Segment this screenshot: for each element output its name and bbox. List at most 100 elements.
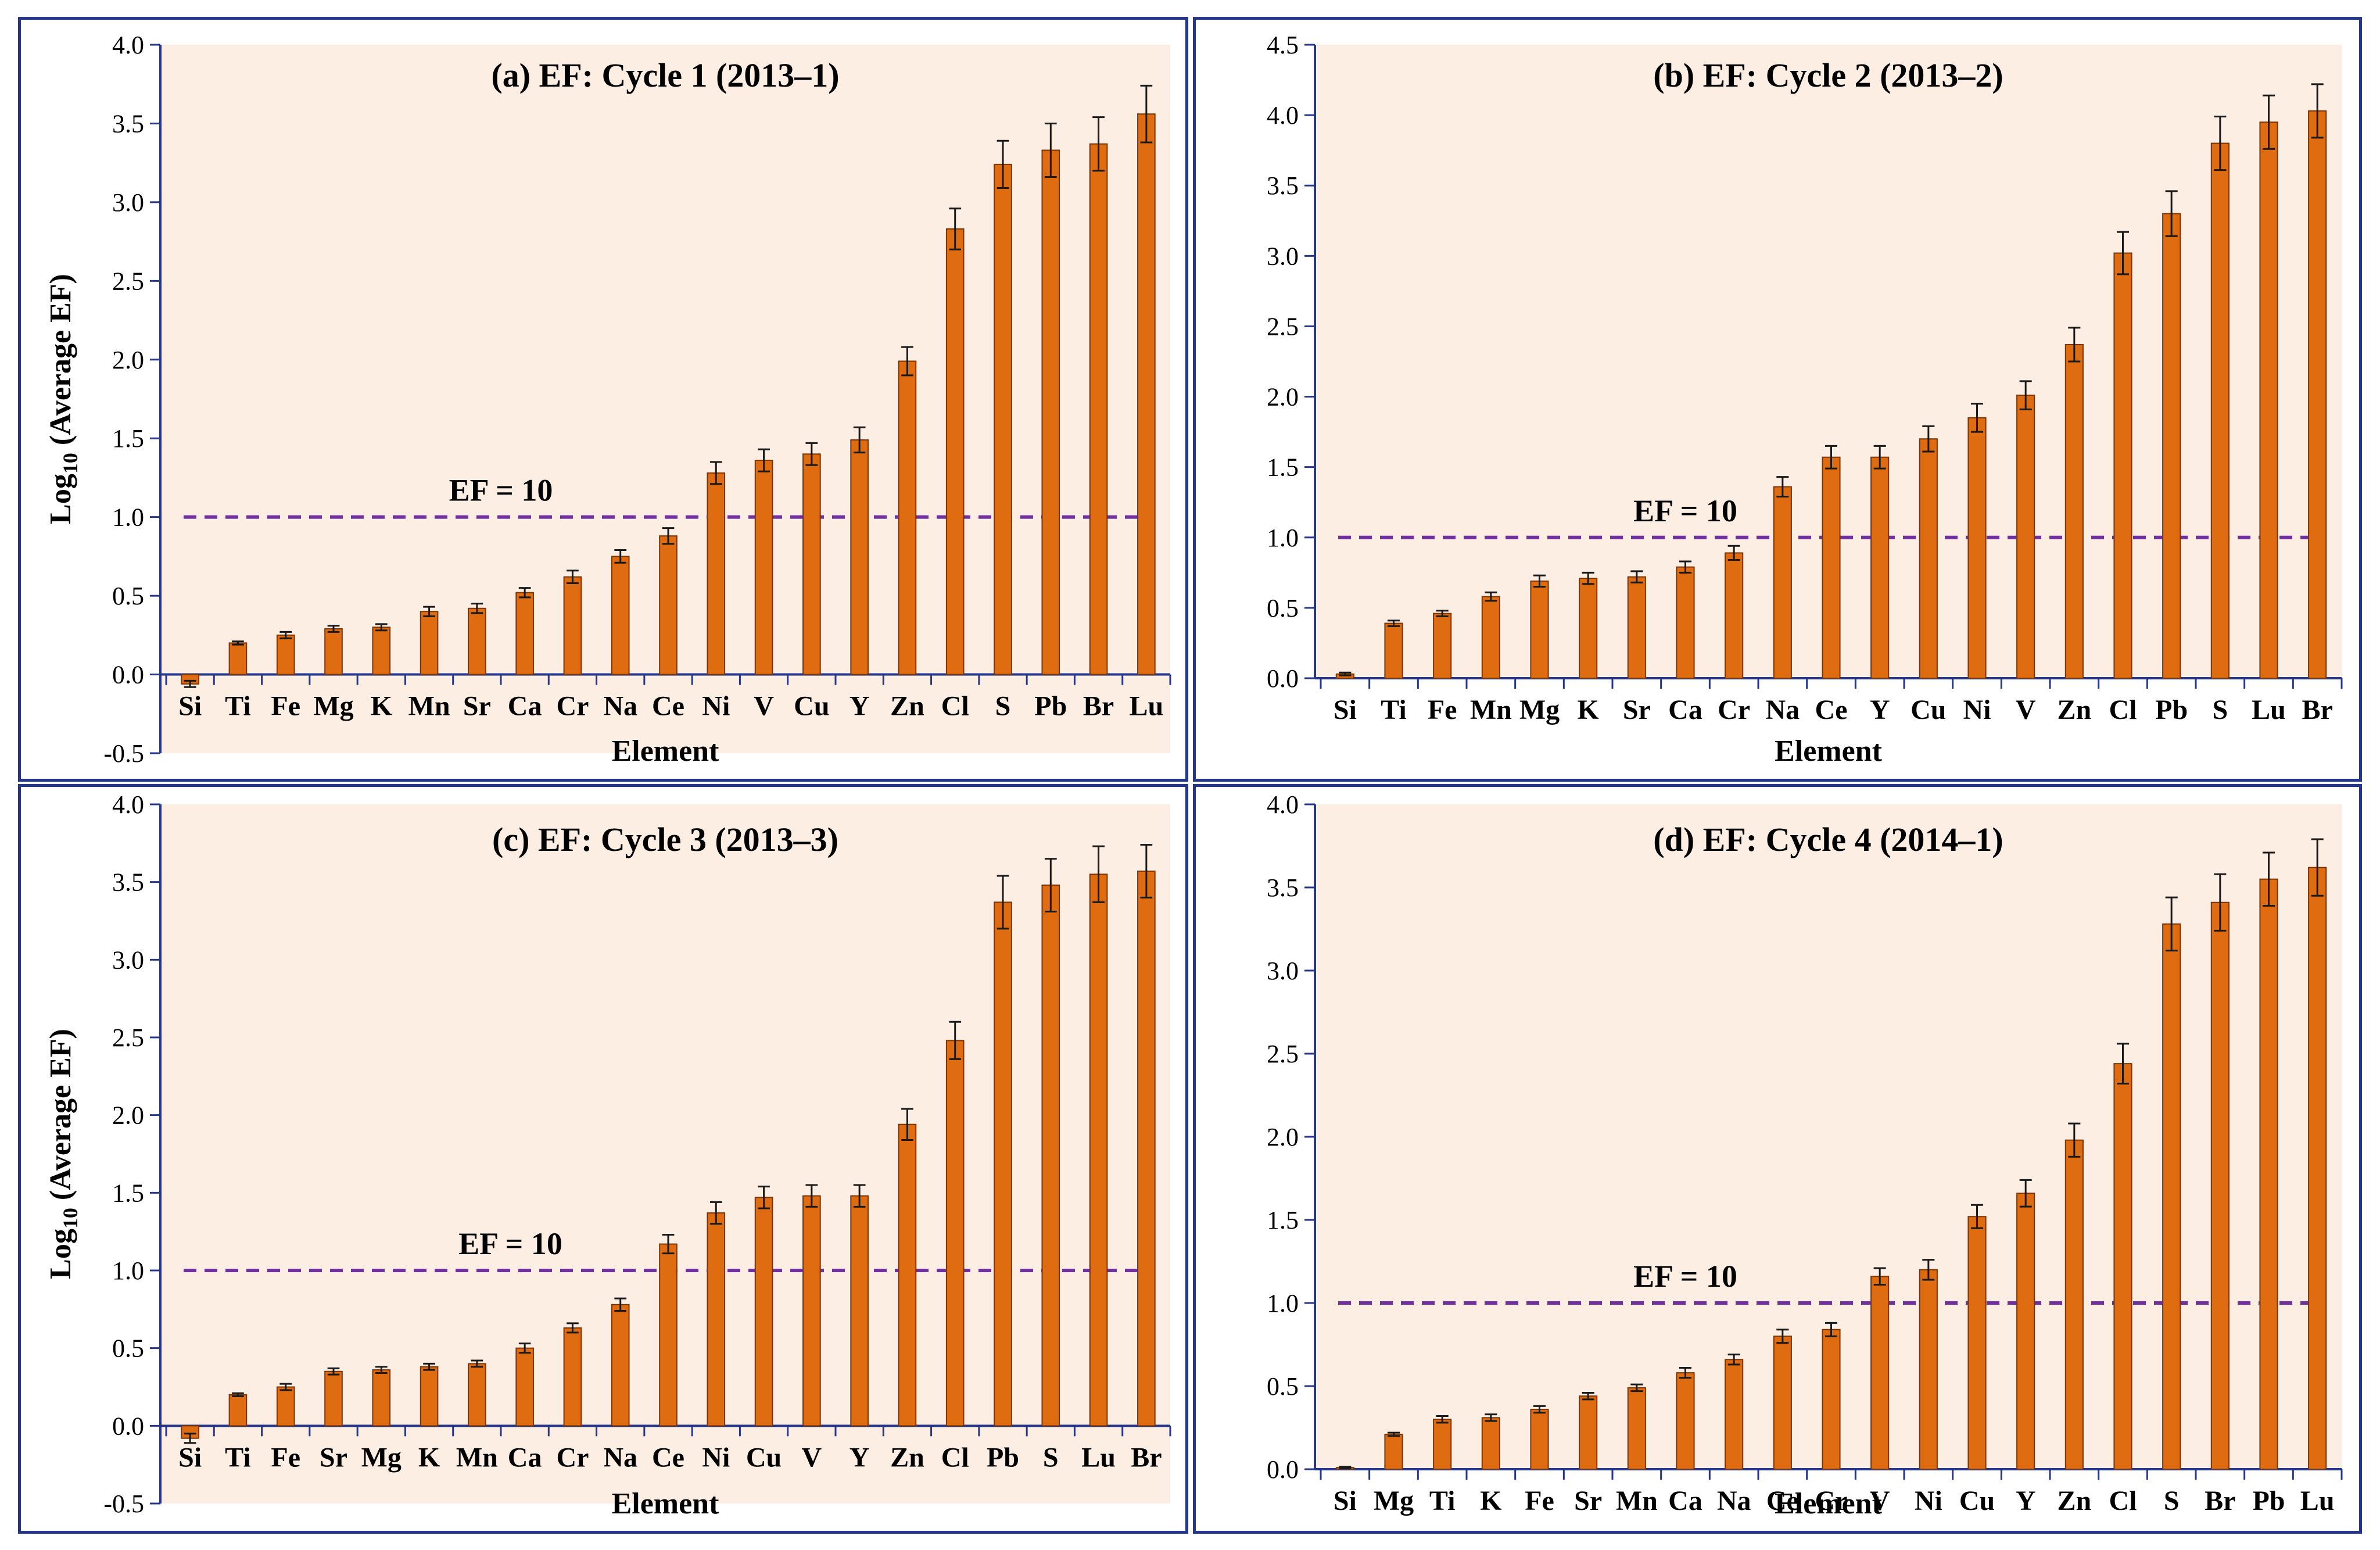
x-tick-label: Mn [1616, 1485, 1658, 1516]
bar-Y [850, 439, 869, 675]
bar-Mg [372, 1369, 391, 1427]
x-tick-label: Zn [2057, 695, 2091, 725]
x-tick-label: Br [2302, 695, 2333, 725]
error-bar-K [1582, 571, 1594, 585]
x-tick-label: Ti [225, 1442, 250, 1473]
error-bar-Zn [2068, 1122, 2081, 1158]
bar-Zn [2064, 343, 2084, 679]
x-tick-label: Lu [1081, 1442, 1116, 1473]
error-bar-Mn [471, 1359, 483, 1368]
bar-Mn [1627, 1387, 1646, 1470]
bar-Na [1725, 1359, 1744, 1470]
bar-S [1041, 885, 1060, 1427]
bar-Cl [2113, 1063, 2132, 1470]
error-bar-Ni [709, 1201, 722, 1225]
error-bar-Cu [1970, 1204, 1984, 1229]
error-bar-K [375, 623, 388, 632]
error-bar-Cr [567, 570, 579, 584]
x-tick-label: Pb [2252, 1485, 2285, 1516]
y-tick-label: 4.0 [112, 31, 144, 59]
error-bar-Lu [1140, 84, 1153, 144]
y-tick-label: 4.0 [1267, 790, 1299, 819]
x-tick-label: Cu [794, 691, 829, 722]
bar-Br [1137, 870, 1156, 1427]
x-tick-label: Si [178, 691, 202, 722]
error-bar-V [758, 448, 770, 472]
bar-Cr [1725, 552, 1744, 679]
y-tick-label: 1.5 [1267, 453, 1299, 482]
x-tick-label: Ca [1668, 695, 1702, 725]
bar-Sr [1627, 576, 1646, 679]
x-tick-label: Na [603, 691, 637, 722]
error-bar-S [1044, 858, 1057, 912]
bar-Na [1773, 486, 1792, 679]
error-bar-Ni [709, 461, 722, 485]
x-tick-label: Sr [320, 1442, 347, 1473]
error-bar-Cu [758, 1186, 770, 1209]
y-tick-label: 3.0 [1267, 242, 1299, 270]
x-tick-label: Lu [2252, 695, 2286, 725]
x-tick-label: Y [850, 691, 870, 722]
bar-Mn [420, 611, 439, 675]
x-tick-label: Si [1334, 695, 1357, 725]
bar-K [1481, 1417, 1500, 1470]
bar-Br [1089, 143, 1108, 675]
x-tick-label: Na [1765, 695, 1800, 725]
x-tick-label: Fe [1525, 1485, 1554, 1516]
x-tick-label: Mn [408, 691, 450, 722]
x-tick-label: Zn [890, 1442, 924, 1473]
bar-Fe [1530, 1409, 1549, 1470]
x-tick-label: K [371, 691, 392, 722]
bar-Mn [468, 1363, 486, 1427]
x-tick-label: Ni [1963, 695, 1991, 725]
x-tick-label: K [1480, 1485, 1501, 1516]
error-bar-Ce [1776, 1329, 1789, 1344]
error-bar-Zn [901, 346, 913, 377]
error-bar-V [805, 1184, 818, 1208]
y-tick-label: 2.0 [1267, 383, 1299, 411]
bar-Zn [2064, 1139, 2084, 1470]
bar-Cl [945, 1040, 965, 1427]
x-tick-label: Cr [556, 1442, 589, 1473]
y-axis-title: Log10 (Average EF) [44, 274, 82, 524]
chart-title: (b) EF: Cycle 2 (2013–2) [1653, 56, 2003, 94]
bar-Sr [1579, 1395, 1598, 1470]
x-tick-label: Ce [652, 1442, 684, 1473]
y-tick-label: 1.0 [112, 1257, 144, 1285]
error-bar-Mg [375, 1366, 388, 1374]
y-tick-label: 1.0 [1267, 1289, 1299, 1318]
error-bar-Pb [997, 875, 1009, 930]
y-tick-label: 3.5 [1267, 171, 1299, 200]
chart-b: 0.0 0.5 1.0 1.5 2.0 2.5 3.0 3.5 4.0 4.5 Si Ti Fe Mn Mg… [1267, 31, 2343, 768]
y-tick-label: 3.0 [112, 188, 144, 217]
x-tick-label: Ti [1429, 1485, 1455, 1516]
error-bar-Ti [1387, 620, 1400, 627]
x-tick-label: Mg [1374, 1485, 1414, 1516]
error-bar-S [2165, 896, 2178, 952]
error-bar-Ni [1922, 1259, 1935, 1281]
error-bar-Cr [1727, 545, 1740, 561]
error-bar-Si [1339, 1466, 1352, 1470]
bar-Zn [898, 360, 917, 675]
x-tick-label: Pb [2155, 695, 2188, 725]
error-bar-Ca [1679, 1367, 1692, 1379]
error-bar-Zn [901, 1108, 913, 1141]
bar-Ni [707, 1212, 726, 1427]
x-tick-label: Ti [1381, 695, 1406, 725]
error-bar-Ce [662, 527, 675, 545]
error-bar-Cl [949, 207, 962, 250]
bar-V [1870, 1276, 1890, 1470]
x-tick-label: Lu [1129, 691, 1163, 722]
error-bar-Cl [2116, 231, 2130, 275]
x-tick-label: K [1577, 695, 1598, 725]
y-tick-label: -0.5 [103, 1490, 144, 1518]
bar-Mn [1481, 596, 1500, 679]
x-tick-label: Ce [652, 691, 684, 722]
bar-Pb [2162, 213, 2181, 679]
x-tick-label: Na [1717, 1485, 1751, 1516]
axes: -0.5 0.0 0.5 1.0 1.5 2.0 2.5 3.0 3.5 4.0 [103, 790, 1171, 1518]
bar-Fe [276, 1386, 295, 1427]
y-tick-label: 2.5 [112, 1023, 144, 1052]
chart-title: (d) EF: Cycle 4 (2014–1) [1653, 821, 2003, 858]
bar-Cr [1822, 1329, 1841, 1470]
